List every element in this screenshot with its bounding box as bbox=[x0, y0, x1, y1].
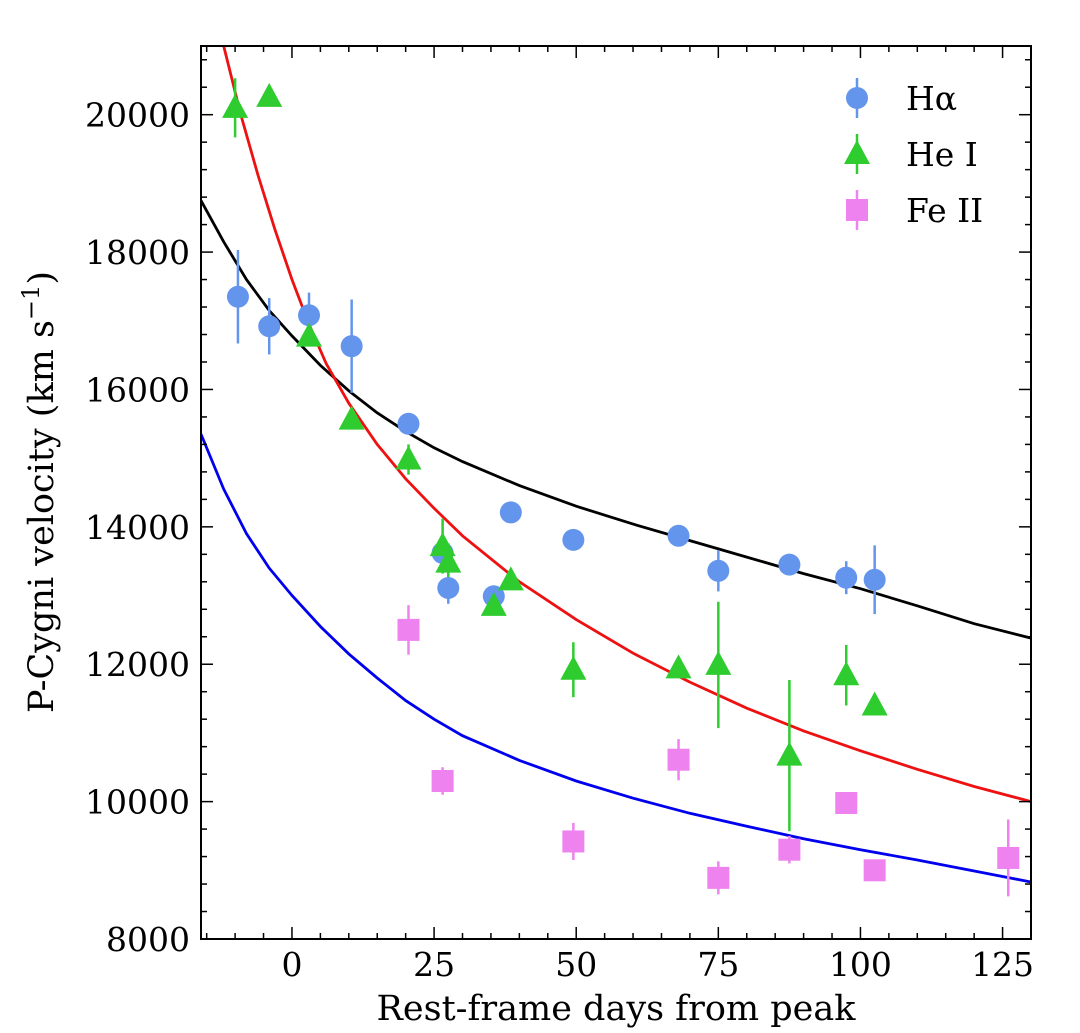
plot-frame bbox=[200, 45, 1032, 940]
data-point-s1-p2 bbox=[296, 322, 323, 347]
data-point-s0-p3 bbox=[340, 335, 363, 358]
data-markers bbox=[222, 82, 1020, 889]
legend-label: He I bbox=[906, 135, 978, 174]
axis-ticks bbox=[201, 46, 1032, 940]
x-tick-label: 50 bbox=[555, 945, 597, 984]
data-point-s0-p6 bbox=[437, 576, 460, 599]
data-point-s2-p3 bbox=[667, 748, 690, 771]
data-point-s1-p4 bbox=[395, 445, 422, 470]
x-tick-label: 25 bbox=[413, 945, 455, 984]
data-point-s2-p7 bbox=[863, 859, 886, 882]
data-point-s1-p14 bbox=[861, 691, 888, 716]
data-point-s0-p9 bbox=[562, 528, 585, 551]
data-point-s0-p8 bbox=[499, 501, 522, 524]
fit-curve-0 bbox=[201, 199, 1031, 640]
data-point-s2-p6 bbox=[835, 791, 858, 814]
data-point-s0-p0 bbox=[226, 285, 249, 308]
data-point-s1-p6 bbox=[435, 548, 462, 573]
error-bars bbox=[233, 78, 1010, 897]
x-axis-label: Rest-frame days from peak bbox=[377, 989, 857, 1029]
data-point-s2-p2 bbox=[562, 830, 585, 853]
fit-curve-2 bbox=[201, 433, 1031, 884]
fit-curve-1 bbox=[222, 46, 1031, 803]
legend-label: Fe II bbox=[906, 191, 983, 230]
data-point-s1-p5 bbox=[429, 532, 456, 557]
data-point-s1-p8 bbox=[497, 566, 524, 591]
x-tick-label: 125 bbox=[971, 945, 1034, 984]
y-axis-label-suffix: ) bbox=[22, 271, 62, 285]
data-point-s1-p10 bbox=[665, 654, 692, 679]
legend-marker-circle bbox=[846, 87, 868, 109]
y-tick-label: 8000 bbox=[106, 920, 190, 959]
legend-label: Hα bbox=[906, 79, 957, 118]
data-point-s1-p9 bbox=[560, 655, 587, 680]
data-point-s0-p12 bbox=[778, 553, 801, 576]
data-point-s0-p2 bbox=[298, 304, 321, 327]
data-point-s1-p0 bbox=[222, 93, 249, 118]
data-point-s1-p7 bbox=[480, 591, 507, 616]
x-tick-label: 100 bbox=[829, 945, 892, 984]
y-tick-label: 16000 bbox=[85, 370, 190, 409]
legend: Hα He I Fe II bbox=[844, 78, 983, 230]
y-tick-label: 18000 bbox=[85, 233, 190, 272]
data-point-s1-p13 bbox=[833, 661, 860, 686]
y-axis-label-superscript: −1 bbox=[17, 285, 45, 320]
y-axis-label-main: P-Cygni velocity (km s bbox=[22, 320, 62, 713]
data-point-s0-p11 bbox=[707, 559, 730, 582]
data-point-s0-p14 bbox=[863, 568, 886, 591]
y-tick-labels: 8000 10000 12000 14000 16000 18000 20000 bbox=[85, 96, 190, 959]
data-point-s2-p4 bbox=[707, 866, 730, 889]
y-tick-label: 20000 bbox=[85, 96, 190, 135]
data-point-s1-p12 bbox=[776, 741, 803, 766]
y-tick-label: 12000 bbox=[85, 645, 190, 684]
data-point-s0-p4 bbox=[397, 412, 420, 435]
data-point-s0-p10 bbox=[667, 524, 690, 547]
y-tick-label: 14000 bbox=[85, 508, 190, 547]
data-point-s1-p3 bbox=[338, 405, 365, 430]
data-point-s2-p1 bbox=[431, 770, 454, 793]
y-axis-label: P-Cygni velocity (km s−1) bbox=[17, 271, 62, 713]
x-tick-labels: 0 25 50 75 100 125 bbox=[281, 945, 1034, 984]
legend-marker-square bbox=[846, 199, 868, 221]
data-point-s0-p13 bbox=[835, 566, 858, 589]
data-point-s2-p8 bbox=[997, 846, 1020, 869]
data-point-s2-p0 bbox=[397, 618, 420, 641]
data-point-s0-p1 bbox=[258, 315, 281, 338]
data-point-s2-p5 bbox=[778, 838, 801, 861]
data-point-s1-p1 bbox=[256, 82, 283, 107]
x-tick-label: 0 bbox=[281, 945, 302, 984]
y-tick-label: 10000 bbox=[85, 783, 190, 822]
legend-marker-triangle bbox=[844, 140, 870, 164]
data-point-s1-p11 bbox=[705, 650, 732, 675]
x-tick-label: 75 bbox=[697, 945, 739, 984]
